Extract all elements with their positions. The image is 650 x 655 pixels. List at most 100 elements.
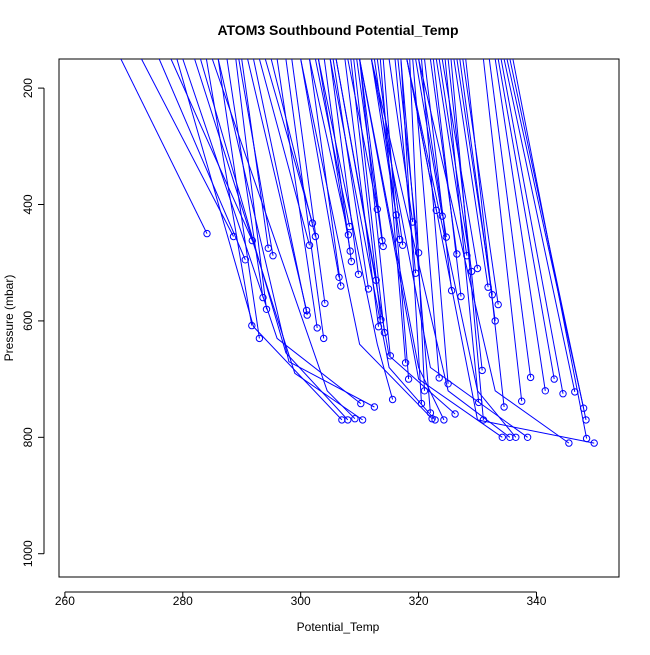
data-point (264, 244, 272, 252)
data-point (346, 247, 354, 255)
data-point (579, 404, 588, 412)
data-point (473, 264, 482, 273)
data-point (512, 433, 520, 441)
data-point (590, 439, 598, 447)
data-point (347, 257, 356, 266)
series-line (300, 59, 433, 420)
data-point (269, 252, 277, 260)
data-point (420, 387, 429, 395)
data-point (380, 328, 389, 337)
series-line (418, 59, 570, 444)
series-line (424, 59, 453, 291)
data-point (241, 256, 250, 264)
series-line (335, 59, 456, 415)
series-line (205, 59, 253, 326)
series-line (376, 59, 404, 246)
data-point (541, 387, 549, 395)
series-line (406, 59, 517, 438)
series-line (409, 59, 425, 391)
data-point (414, 249, 423, 257)
data-point (409, 218, 417, 226)
data-point (475, 398, 483, 407)
data-point (388, 395, 397, 404)
data-point (399, 241, 407, 249)
data-point (498, 433, 506, 441)
series-line (444, 59, 480, 403)
data-point (526, 373, 535, 382)
x-tick-label: 260 (55, 594, 75, 608)
data-point (302, 306, 311, 315)
data-point (255, 334, 264, 343)
x-axis: 260 280 300 320 340 (55, 591, 547, 608)
series-line (400, 59, 431, 413)
y-axis-label: Pressure (mbar) (2, 275, 16, 362)
data-point (518, 397, 526, 405)
plot-lines (120, 59, 595, 444)
data-point (438, 212, 446, 220)
data-point (364, 285, 373, 293)
data-point (442, 233, 450, 241)
series-line (503, 59, 576, 393)
series-line (350, 59, 382, 320)
data-point (377, 316, 385, 324)
data-point (396, 235, 404, 244)
series-line (435, 59, 468, 256)
data-point (571, 388, 579, 396)
series-line (379, 59, 407, 363)
series-line (488, 59, 532, 378)
series-line (200, 59, 349, 421)
series-line (120, 59, 208, 234)
plot-points (203, 205, 598, 447)
data-point (344, 416, 352, 424)
y-tick-label: 1000 (21, 540, 35, 567)
data-point (565, 439, 573, 447)
data-point (374, 323, 383, 331)
series-line (359, 59, 445, 421)
data-point (354, 270, 363, 278)
series-line (226, 59, 264, 298)
data-point (357, 399, 365, 408)
series-line (329, 59, 359, 275)
series-line (329, 59, 436, 421)
data-point (344, 231, 353, 239)
data-point (440, 416, 448, 424)
x-tick-label: 300 (291, 594, 311, 608)
series-line (247, 59, 308, 311)
y-tick-label: 800 (21, 427, 35, 447)
series-line (217, 59, 375, 408)
series-line (276, 59, 318, 328)
series-line (370, 59, 397, 216)
data-point (467, 267, 476, 276)
series-line (382, 59, 410, 380)
data-point (417, 399, 426, 408)
data-point (435, 374, 443, 382)
series-line (176, 59, 343, 421)
data-point (453, 250, 461, 258)
series-line (309, 59, 349, 235)
y-tick-label: 600 (21, 311, 35, 331)
data-point (386, 352, 394, 360)
series-line (450, 59, 484, 420)
data-point (345, 222, 354, 231)
data-point (320, 334, 328, 343)
series-line (332, 59, 369, 289)
data-point (313, 324, 321, 332)
data-point (401, 359, 410, 367)
data-point (582, 416, 590, 424)
data-point (447, 286, 456, 295)
series-line (270, 59, 316, 237)
series-line (300, 59, 340, 278)
x-tick-label: 320 (409, 594, 429, 608)
series-line (359, 59, 384, 247)
data-point (432, 206, 440, 215)
series-line (370, 59, 528, 438)
series-line (497, 59, 555, 380)
series-line (182, 59, 362, 404)
series-line (482, 59, 523, 402)
data-point (335, 273, 343, 281)
data-point (303, 311, 311, 319)
series-line (359, 59, 503, 438)
data-point (373, 205, 381, 213)
data-point (457, 292, 465, 301)
